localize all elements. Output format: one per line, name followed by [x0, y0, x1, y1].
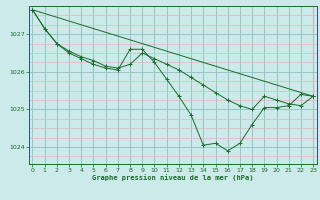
X-axis label: Graphe pression niveau de la mer (hPa): Graphe pression niveau de la mer (hPa)	[92, 175, 253, 181]
